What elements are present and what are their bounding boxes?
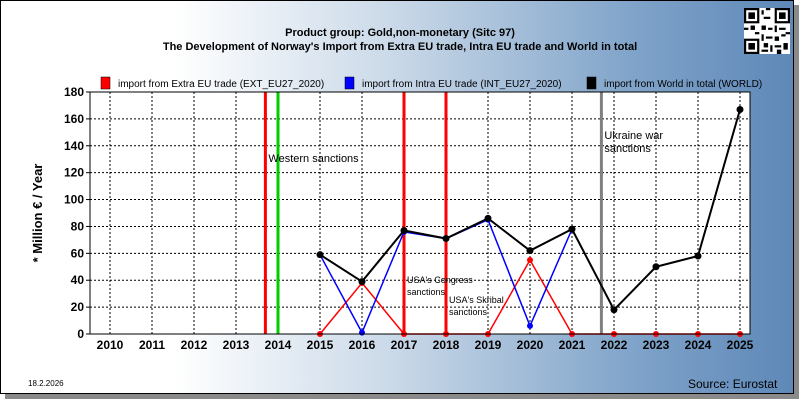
legend-swatch	[100, 76, 111, 90]
series-point-2	[694, 252, 702, 260]
x-tick-label: 2023	[643, 338, 670, 352]
annotation-labels: Western sanctions USA's Congress sanctions…	[268, 130, 663, 317]
x-tick-label: 2021	[559, 338, 586, 352]
legend-label: import from Intra EU trade (INT_EU27_202…	[362, 79, 562, 90]
series-point-1	[359, 329, 365, 336]
x-tick-label: 2018	[433, 338, 460, 352]
x-tick-label: 2022	[601, 338, 628, 352]
y-tick-label: 40	[71, 273, 85, 287]
plot-area-background	[90, 92, 750, 334]
chart-title-line2: The Development of Norway's Import from …	[162, 41, 638, 53]
annotation-label: Western sanctions	[268, 153, 359, 165]
y-axis-label: * Million € / Year	[30, 164, 45, 263]
series-point-2	[400, 226, 408, 234]
x-tick-label: 2016	[349, 338, 376, 352]
y-axis-ticks: 0 20 40 60 80 100 120 140 160 180	[64, 85, 90, 341]
series-point-2	[358, 278, 366, 286]
legend: import from Extra EU trade (EXT_EU27_202…	[100, 76, 762, 90]
footer-date: 18.2.2026	[28, 379, 64, 388]
x-tick-label: 2019	[475, 338, 502, 352]
y-tick-label: 0	[77, 327, 84, 341]
x-tick-label: 2017	[391, 338, 418, 352]
series-point-2	[736, 105, 744, 113]
legend-label: import from Extra EU trade (EXT_EU27_202…	[118, 79, 324, 90]
series-point-2	[316, 251, 324, 259]
series-point-0	[527, 257, 533, 264]
x-tick-label: 2010	[97, 338, 124, 352]
footer-source: Source: Eurostat	[688, 377, 778, 391]
y-tick-label: 100	[64, 193, 84, 207]
y-tick-label: 120	[64, 166, 84, 180]
y-tick-label: 80	[71, 219, 85, 233]
x-tick-label: 2025	[727, 338, 754, 352]
qr-code-icon	[744, 8, 790, 54]
x-axis-ticks: 2010 2011 2012 2013 2014 2015 2016 2017 2018 2019…	[97, 338, 754, 352]
x-tick-label: 2020	[517, 338, 544, 352]
series-point-2	[526, 247, 534, 255]
legend-swatch	[586, 76, 597, 90]
x-tick-label: 2012	[181, 338, 208, 352]
x-tick-label: 2014	[265, 338, 292, 352]
y-tick-label: 20	[71, 300, 85, 314]
legend-label: import from World in total (WORLD)	[604, 79, 762, 90]
annotation-label: Ukraine war sanctions	[604, 130, 663, 155]
legend-swatch	[344, 76, 355, 90]
series-point-2	[484, 214, 492, 222]
series-point-2	[610, 306, 618, 314]
y-tick-label: 180	[64, 85, 84, 99]
annotation-label: USA's Skribal sanctions	[449, 295, 504, 317]
x-tick-label: 2015	[307, 338, 334, 352]
annotation-label: USA's Congress sanctions	[407, 275, 473, 297]
annotation-lines	[263, 92, 603, 334]
chart-title-line1: Product group: Gold,non-monetary (Sitc 9…	[285, 27, 515, 39]
series-point-2	[652, 263, 660, 271]
y-tick-label: 60	[71, 246, 85, 260]
series-point-2	[568, 225, 576, 233]
x-tick-label: 2013	[223, 338, 250, 352]
y-tick-label: 160	[64, 112, 84, 126]
x-tick-label: 2011	[139, 338, 165, 352]
x-tick-label: 2024	[685, 338, 712, 352]
plot-area-border	[89, 91, 751, 335]
series-points	[316, 105, 744, 337]
series-point-1	[527, 322, 533, 329]
series-point-2	[442, 235, 450, 243]
y-tick-label: 140	[64, 139, 84, 153]
